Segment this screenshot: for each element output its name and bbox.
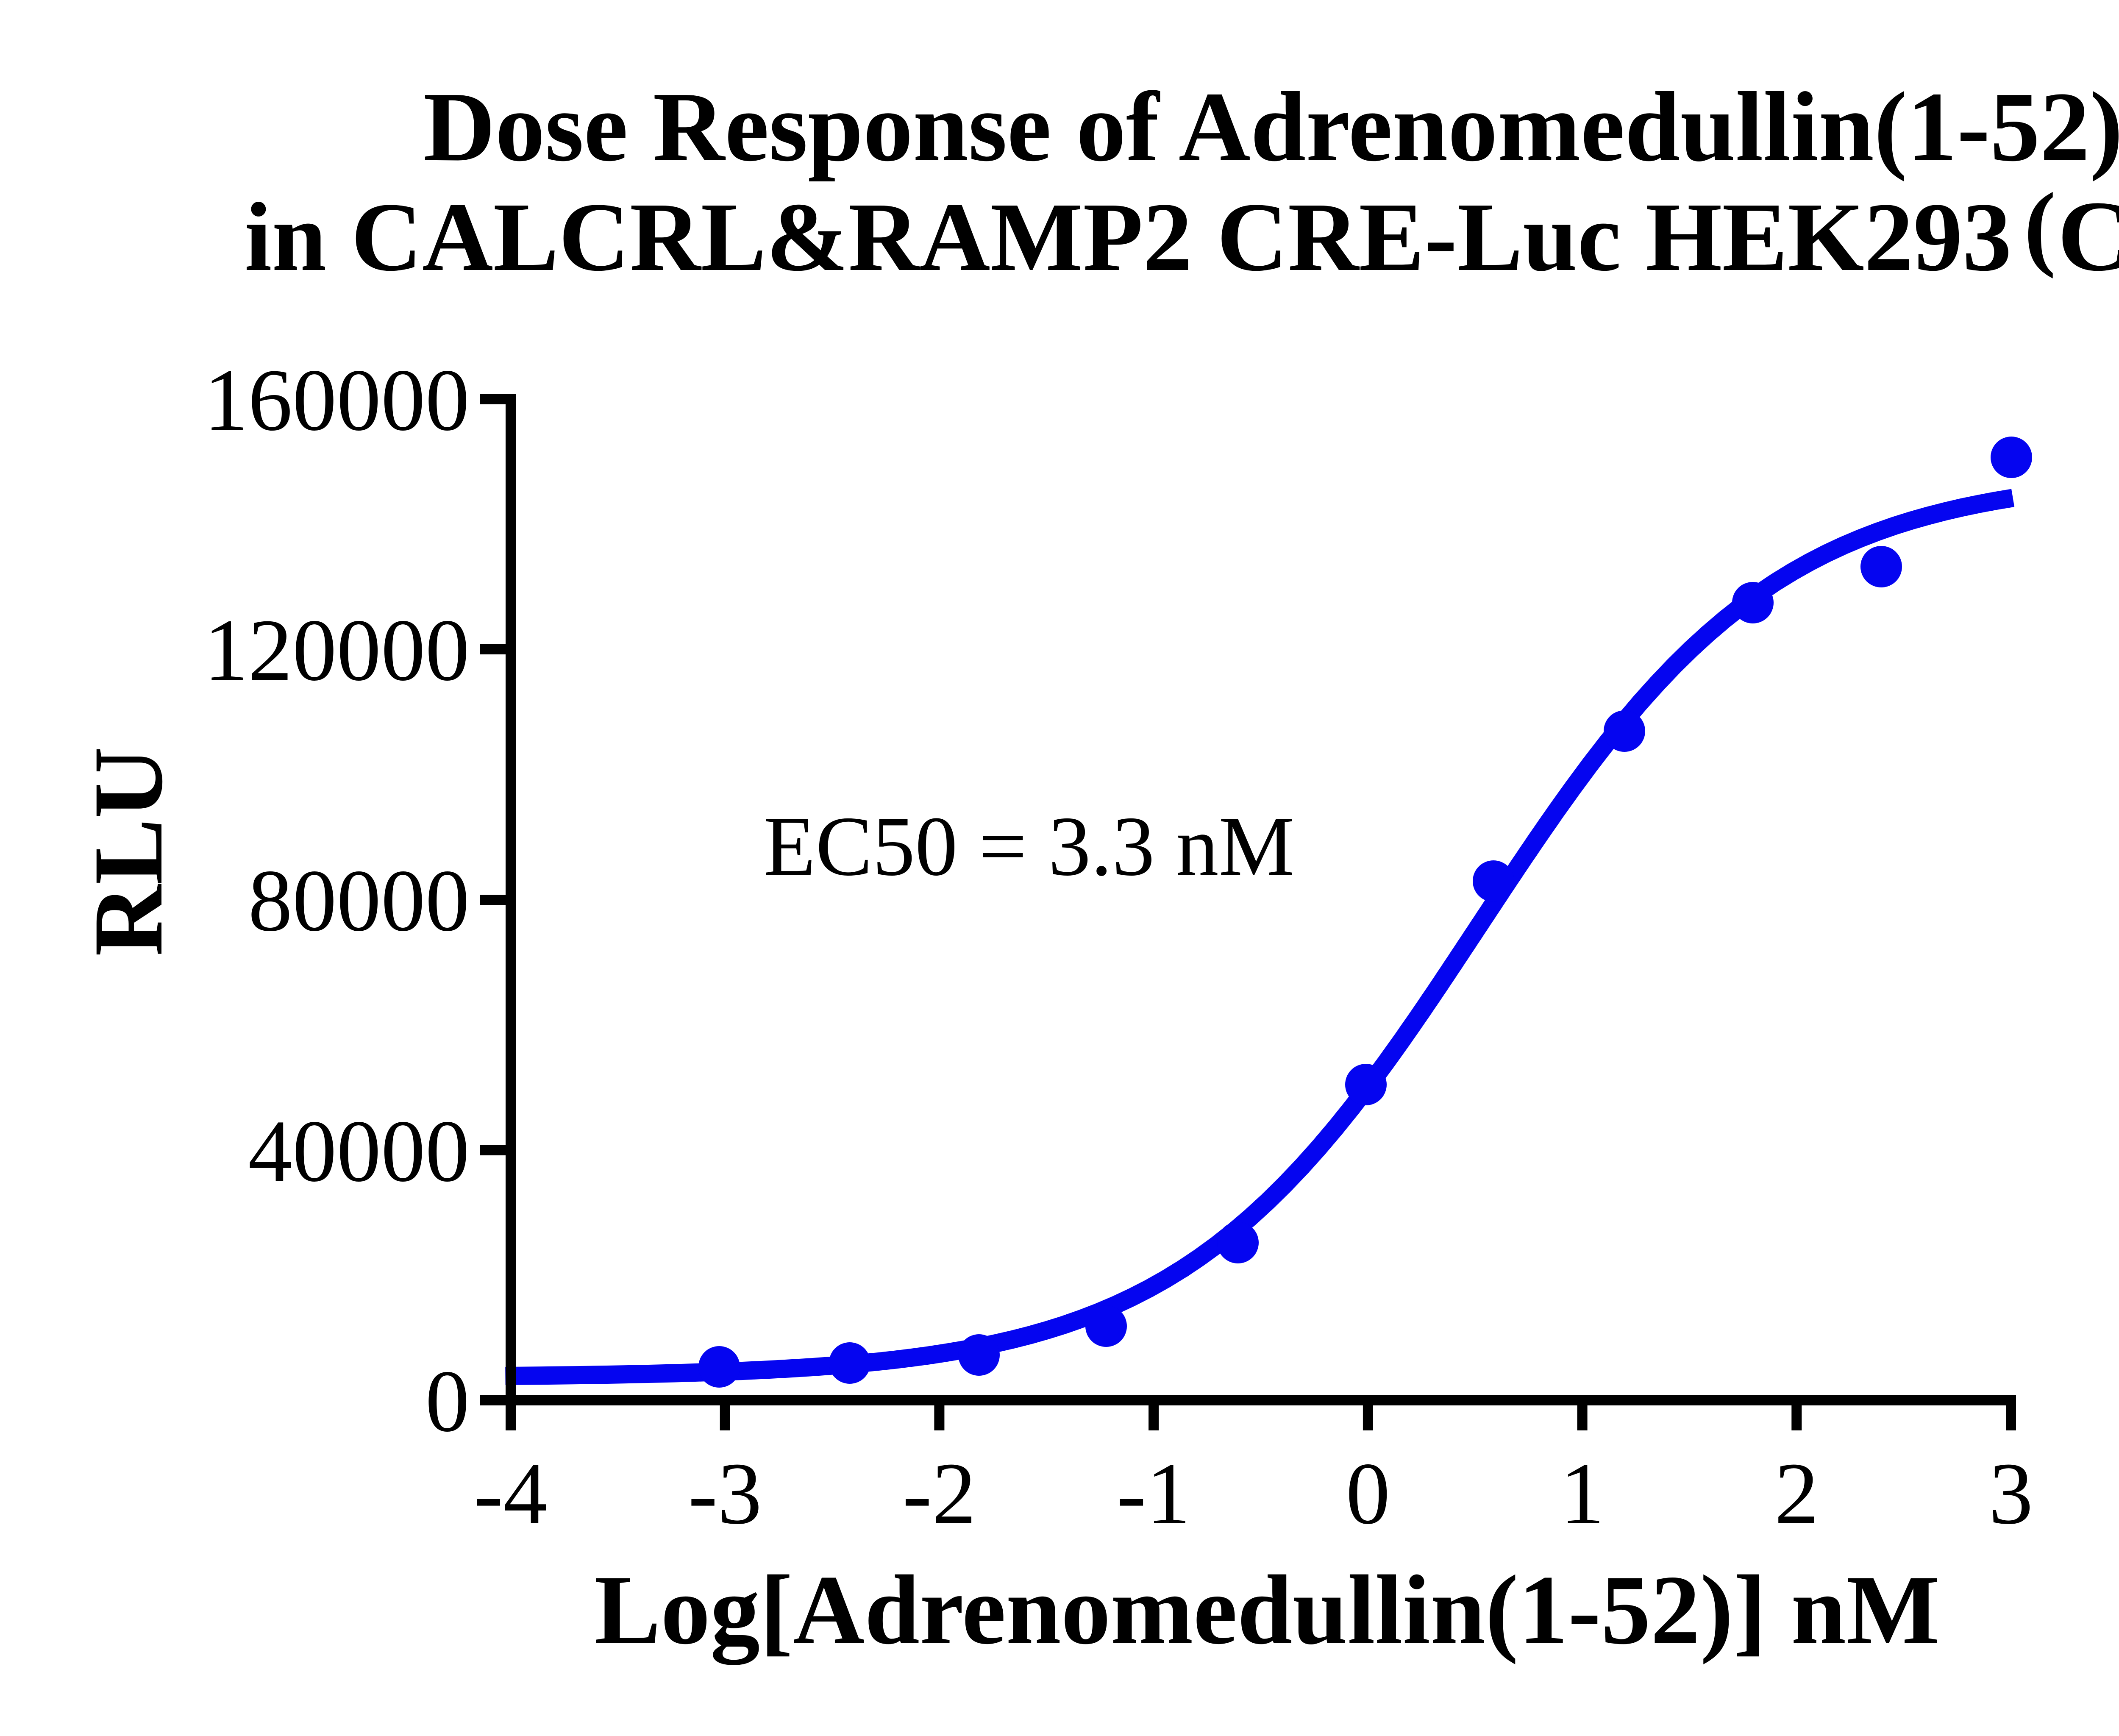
svg-text:0: 0 [1346, 1445, 1390, 1543]
svg-text:3: 3 [1989, 1445, 2033, 1543]
svg-text:120000: 120000 [204, 601, 470, 699]
svg-text:Dose Response of Adrenomedulli: Dose Response of Adrenomedullin(1-52) [423, 72, 2119, 182]
svg-text:-1: -1 [1117, 1445, 1190, 1543]
svg-text:160000: 160000 [204, 351, 470, 449]
svg-text:-4: -4 [474, 1445, 548, 1543]
svg-text:in CALCRL&RAMP2 CRE-Luc HEK293: in CALCRL&RAMP2 CRE-Luc HEK293 [245, 183, 2012, 292]
svg-text:2: 2 [1774, 1445, 1819, 1543]
svg-text:C14: C14 [2058, 181, 2119, 292]
svg-text:(: ( [2024, 173, 2056, 279]
svg-text:80000: 80000 [248, 852, 470, 950]
svg-text:-2: -2 [902, 1445, 976, 1543]
svg-text:-3: -3 [688, 1445, 762, 1543]
svg-text:EC50 = 3.3 nM: EC50 = 3.3 nM [764, 799, 1294, 893]
svg-text:RLU: RLU [73, 747, 183, 956]
svg-text:Log[Adrenomedullin(1-52)] nM: Log[Adrenomedullin(1-52)] nM [595, 1555, 1940, 1665]
svg-text:40000: 40000 [248, 1102, 470, 1200]
svg-text:1: 1 [1560, 1445, 1605, 1543]
svg-text:0: 0 [425, 1352, 470, 1450]
